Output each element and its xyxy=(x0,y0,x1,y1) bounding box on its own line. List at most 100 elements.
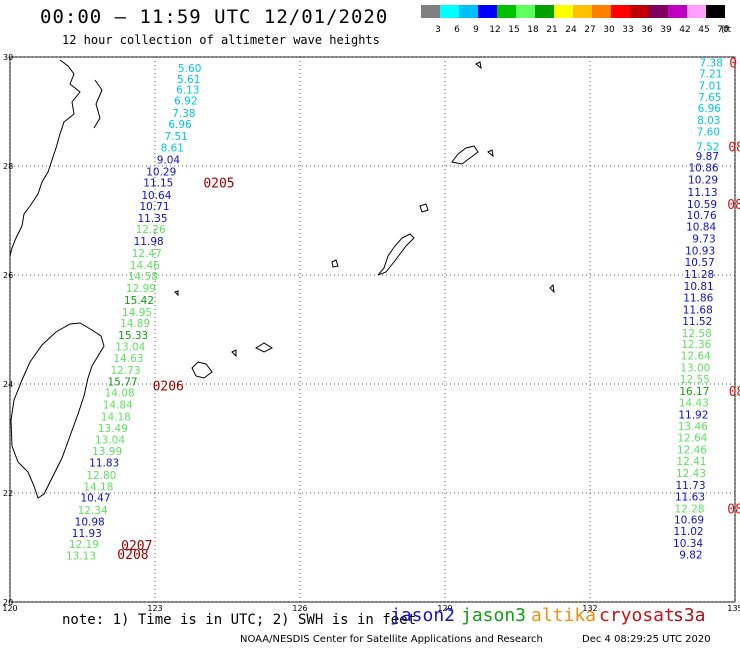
map-title: 00:00 – 11:59 UTC 12/01/2020 xyxy=(40,6,389,28)
wave-height-value: 10.81 xyxy=(684,281,714,293)
wave-height-value: 14.18 xyxy=(83,481,113,493)
wave-height-value: 13.13 xyxy=(66,551,96,563)
scale-swatch xyxy=(554,5,573,18)
wave-height-value: 12.36 xyxy=(681,339,711,351)
wave-height-value: 7.21 xyxy=(699,68,722,80)
longitude-labels: 120 123 126 129 132 135 xyxy=(2,604,740,612)
islet-1 xyxy=(419,203,429,213)
scale-tick-label: 3 xyxy=(435,25,441,35)
time-label: 0206 xyxy=(153,380,184,395)
scale-tick-label: 24 xyxy=(565,25,577,35)
lat-tick-label: 22 xyxy=(3,489,13,498)
wave-height-value: 15.33 xyxy=(118,330,148,342)
wave-height-value: 11.02 xyxy=(674,526,704,538)
time-label: 0 xyxy=(729,56,737,71)
wave-height-value: 13.46 xyxy=(678,421,708,433)
wave-height-value: 9.82 xyxy=(679,550,702,562)
generated-timestamp: Dec 4 08:29:25 UTC 2020 xyxy=(582,634,711,645)
wave-height-value: 12.47 xyxy=(132,248,162,260)
lon-tick-label: 126 xyxy=(292,604,307,612)
wave-height-value: 12.80 xyxy=(86,470,116,482)
scale-unit: (ft) xyxy=(721,25,731,35)
footer-note: note: 1) Time is in UTC; 2) SWH is in fe… xyxy=(62,612,417,628)
time-label: 0208 xyxy=(117,548,148,563)
wave-height-value: 11.98 xyxy=(134,236,164,248)
wave-height-value: 12.64 xyxy=(677,432,707,444)
scale-swatch xyxy=(573,5,592,18)
scale-tick-label: 27 xyxy=(584,25,595,35)
scale-swatch xyxy=(535,5,554,18)
wave-height-value: 5.61 xyxy=(177,74,200,86)
islet-4 xyxy=(549,283,555,294)
wave-height-value: 11.35 xyxy=(138,213,168,225)
wave-height-value: 10.34 xyxy=(673,538,703,550)
scale-swatch xyxy=(516,5,535,18)
miyako xyxy=(254,342,274,353)
map-subtitle: 12 hour collection of altimeter wave hei… xyxy=(62,33,380,47)
islet-7 xyxy=(174,290,179,297)
wave-height-value: 10.29 xyxy=(146,166,176,178)
wave-height-value: 10.69 xyxy=(674,515,704,527)
islet-3 xyxy=(487,149,494,158)
wave-height-value: 6.96 xyxy=(168,119,192,131)
lat-tick-label: 28 xyxy=(3,162,13,171)
wave-height-value: 9.87 xyxy=(696,151,719,163)
scale-tick-label: 12 xyxy=(489,25,500,35)
wave-height-value: 11.86 xyxy=(683,292,713,304)
scale-swatch xyxy=(497,5,516,18)
scale-swatch xyxy=(459,5,478,18)
wave-height-value: 12.26 xyxy=(136,224,166,236)
scale-swatch xyxy=(668,5,687,18)
china-coast xyxy=(9,59,81,257)
wave-height-value: 12.19 xyxy=(69,539,99,551)
time-label: 081 xyxy=(727,198,740,213)
wave-height-value: 11.28 xyxy=(684,269,714,281)
wave-height-value: 12.41 xyxy=(676,456,706,468)
lat-tick-label: 24 xyxy=(3,380,13,389)
okinawa xyxy=(377,233,415,276)
wave-height-value: 11.73 xyxy=(675,480,705,492)
scale-tick-label: 6 xyxy=(454,25,460,35)
wave-height-value: 12.99 xyxy=(126,283,156,295)
wave-height-value: 10.57 xyxy=(685,257,715,269)
taiwan-coast xyxy=(10,322,105,499)
wave-height-value: 11.15 xyxy=(143,177,173,189)
wave-height-value: 10.76 xyxy=(687,210,717,222)
wave-height-value: 10.84 xyxy=(686,221,716,233)
scale-tick-label: 18 xyxy=(527,25,539,35)
wave-height-value: 12.28 xyxy=(674,503,704,515)
wave-height-value: 12.46 xyxy=(677,444,707,456)
scale-tick-label: 21 xyxy=(546,25,557,35)
scale-tick-label: 42 xyxy=(679,25,690,35)
land-outlines xyxy=(9,59,555,499)
wave-height-value: 7.38 xyxy=(700,57,723,69)
wave-height-value: 7.51 xyxy=(164,131,187,143)
wave-height-value: 13.99 xyxy=(92,446,122,458)
wave-height-value: 14.84 xyxy=(103,400,133,412)
altimeter-tracks: 5.605.616.136.927.386.967.518.619.0410.2… xyxy=(66,57,723,562)
wave-height-value: 7.60 xyxy=(697,127,720,139)
scale-swatch xyxy=(611,5,630,18)
wave-height-value: 12.73 xyxy=(110,365,140,377)
wave-height-value: 7.01 xyxy=(699,80,722,92)
altimeter-map: 5.605.616.136.927.386.967.518.619.0410.2… xyxy=(2,53,740,612)
wave-height-value: 11.52 xyxy=(682,316,712,328)
wave-height-value: 12.64 xyxy=(681,351,711,363)
wave-height-value: 13.04 xyxy=(95,435,125,447)
wave-height-value: 11.83 xyxy=(89,457,119,469)
lat-tick-label: 20 xyxy=(3,598,13,607)
lon-tick-label: 123 xyxy=(147,604,162,612)
wave-height-value: 7.65 xyxy=(698,92,721,104)
legend-jason2: jason2 xyxy=(390,605,456,626)
scale-swatch xyxy=(630,5,649,18)
scale-swatch xyxy=(592,5,611,18)
wave-height-value: 10.98 xyxy=(75,516,105,528)
wave-height-value: 9.73 xyxy=(692,233,715,245)
wave-height-value: 8.61 xyxy=(161,142,184,154)
lat-lon-grid xyxy=(9,56,736,603)
wave-height-value: 14.58 xyxy=(128,271,158,283)
wave-height-value: 12.43 xyxy=(676,468,706,480)
wave-height-value: 13.00 xyxy=(680,363,710,375)
